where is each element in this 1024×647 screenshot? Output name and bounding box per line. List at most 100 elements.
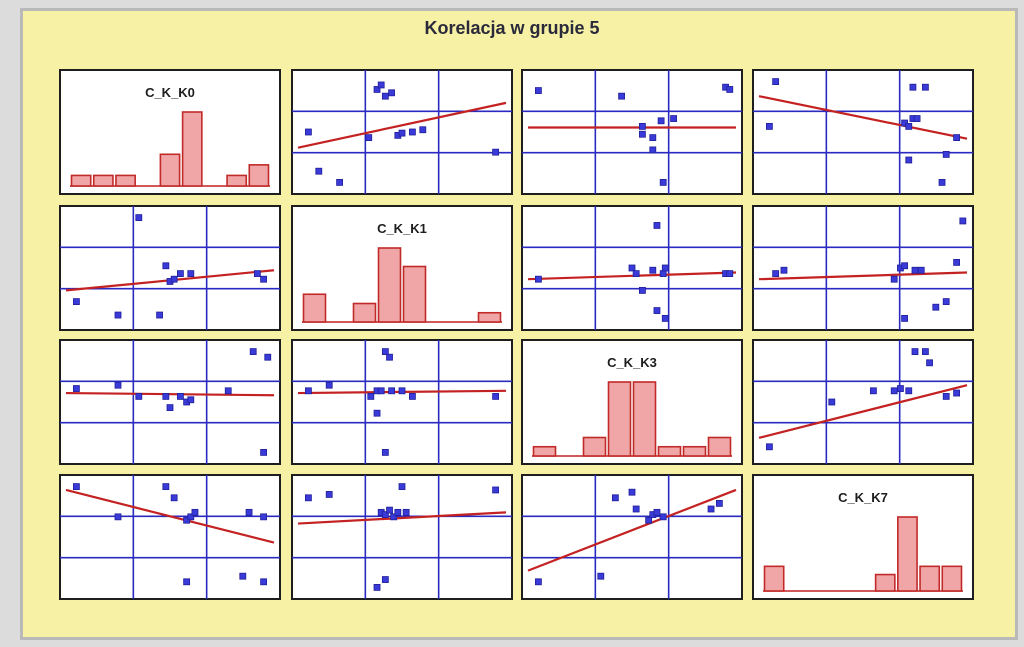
scatter-point — [911, 266, 919, 274]
scatter-point — [942, 150, 950, 158]
cell-frame — [521, 474, 743, 600]
scatter-point — [890, 275, 898, 283]
scatter-point — [922, 83, 929, 91]
scatter-point — [726, 270, 734, 278]
variable-label-c-k-k1: C_K_K1 — [377, 221, 427, 236]
scatter-point — [726, 86, 734, 93]
scatter-point — [365, 134, 373, 142]
scatter-point — [162, 392, 170, 400]
scatter-point — [114, 381, 122, 389]
histogram-bar — [226, 174, 248, 187]
scatter-point — [373, 409, 381, 417]
scatter-point — [170, 494, 178, 502]
regression-line — [297, 101, 507, 149]
scatter-point — [657, 117, 665, 125]
matrix-cell-2-0 — [59, 339, 281, 465]
matrix-cell-2-1 — [291, 339, 513, 465]
cell-frame — [59, 205, 281, 331]
scatter-point — [386, 353, 393, 361]
histogram-bar — [477, 311, 502, 323]
scatter-point — [73, 483, 80, 491]
scatter-point — [639, 130, 646, 138]
scatter-point — [260, 513, 268, 521]
scatter-point — [162, 262, 170, 270]
scatter-point — [661, 314, 669, 322]
scatter-point — [373, 86, 381, 93]
matrix-cell-2-3 — [752, 339, 974, 465]
matrix-cell-3-2 — [521, 474, 743, 600]
scatter-point — [942, 298, 950, 306]
scatter-point — [114, 513, 122, 521]
scatter-point — [917, 266, 925, 274]
histogram-bar — [159, 153, 181, 187]
scatter-point — [398, 129, 406, 137]
regression-line — [65, 391, 275, 397]
scatter-point — [766, 443, 773, 451]
histogram-bar — [377, 247, 402, 323]
scatter-point — [386, 506, 393, 514]
scatter-point — [535, 87, 542, 94]
regression-line — [527, 271, 737, 281]
regression-line — [758, 271, 968, 281]
scatter-point — [156, 311, 164, 319]
scatter-point — [304, 128, 312, 136]
scatter-point — [942, 392, 950, 400]
scatter-point — [618, 92, 625, 100]
matrix-cell-1-1: C_K_K1 — [291, 205, 513, 331]
matrix-cell-1-3 — [752, 205, 974, 331]
matrix-cell-0-0: C_K_K0 — [59, 69, 281, 195]
scatter-point — [653, 222, 661, 229]
cell-frame — [752, 339, 974, 465]
scatter-point — [373, 584, 381, 591]
scatter-point — [260, 578, 268, 586]
scatter-point — [408, 128, 416, 136]
scatter-point — [325, 491, 333, 498]
scatter-point — [388, 387, 396, 395]
scatter-point — [632, 270, 640, 278]
histogram-bar — [352, 302, 377, 323]
scatter-point — [959, 217, 967, 225]
histogram-bar — [532, 445, 557, 457]
scatter-point — [707, 505, 715, 513]
histogram-bar — [582, 436, 607, 457]
matrix-cell-3-3: C_K_K7 — [752, 474, 974, 600]
scatter-point — [170, 275, 178, 283]
cell-frame — [752, 69, 974, 195]
regression-line — [527, 488, 737, 572]
scatter-point — [772, 78, 780, 85]
matrix-cell-2-2: C_K_K3 — [521, 339, 743, 465]
scatter-point — [377, 387, 385, 395]
scatter-point — [780, 266, 788, 274]
scatter-point — [766, 123, 773, 130]
cell-frame — [521, 339, 743, 465]
scatter-point — [913, 115, 921, 122]
scatter-point — [661, 264, 669, 272]
scatter-point — [649, 266, 657, 274]
scatter-point — [870, 387, 877, 395]
regression-line — [65, 488, 275, 544]
matrix-cell-0-1 — [291, 69, 513, 195]
scatter-point — [224, 387, 232, 395]
regression-line — [297, 511, 507, 525]
scatter-point — [390, 513, 398, 521]
scatter-point — [260, 275, 268, 283]
scatter-point — [381, 92, 389, 100]
scatter-point — [932, 303, 940, 311]
scatter-point — [535, 275, 542, 283]
regression-line — [758, 384, 968, 439]
histogram-bar — [402, 265, 427, 323]
scatter-point — [653, 508, 661, 516]
scatter-point — [905, 156, 913, 164]
scatter-point — [649, 146, 657, 154]
scatter-point — [905, 387, 913, 395]
scatter-point — [73, 385, 80, 392]
scatter-point — [890, 387, 898, 395]
scatter-point — [73, 298, 80, 306]
matrix-cell-0-2 — [521, 69, 743, 195]
scatter-point — [653, 307, 661, 314]
cell-frame — [291, 339, 513, 465]
scatter-point — [183, 578, 191, 586]
histogram-bar — [302, 293, 327, 323]
histogram-bar — [919, 565, 941, 592]
